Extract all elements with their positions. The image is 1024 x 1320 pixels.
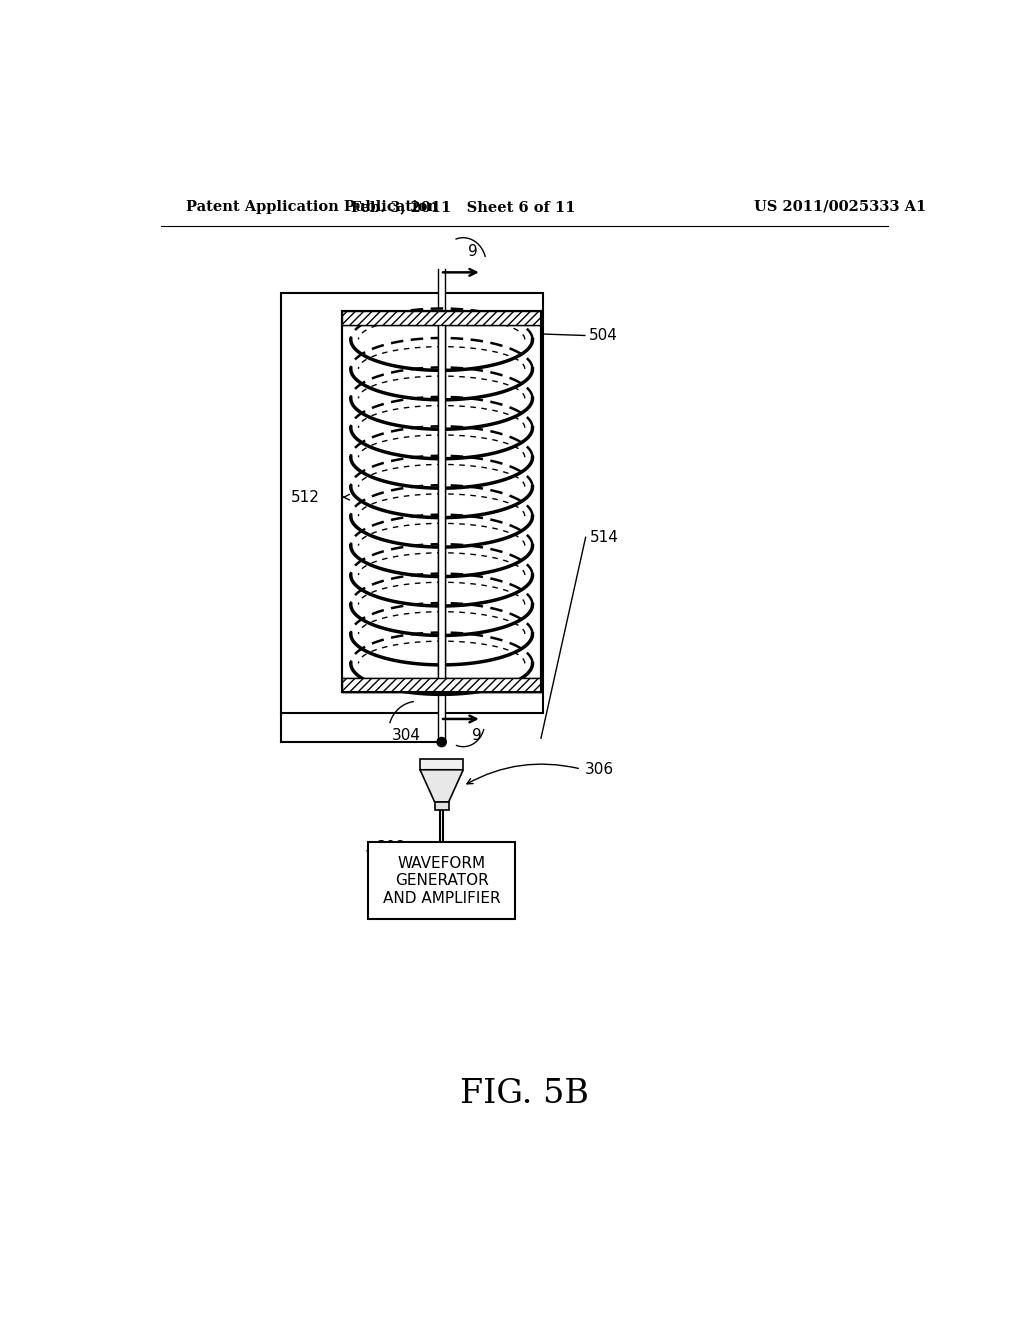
Text: 512: 512	[291, 490, 319, 504]
Text: 9: 9	[472, 729, 482, 743]
Text: 304: 304	[392, 729, 421, 743]
Bar	[342, 312, 541, 692]
Bar	[438, 321, 445, 682]
Bar	[369, 842, 515, 919]
Text: Feb. 3, 2011   Sheet 6 of 11: Feb. 3, 2011 Sheet 6 of 11	[351, 199, 575, 214]
Bar	[438, 678, 445, 742]
Bar	[342, 312, 541, 692]
Text: US 2011/0025333 A1: US 2011/0025333 A1	[755, 199, 927, 214]
Bar	[342, 678, 541, 692]
Text: 504: 504	[589, 327, 617, 343]
Bar	[435, 803, 449, 810]
Text: 308: 308	[377, 840, 406, 855]
Bar	[420, 759, 463, 770]
Text: Patent Application Publication: Patent Application Publication	[186, 199, 438, 214]
Text: 306: 306	[585, 762, 614, 776]
Text: 9: 9	[468, 243, 478, 259]
Bar	[438, 268, 445, 325]
Text: 514: 514	[590, 529, 618, 545]
Polygon shape	[420, 770, 463, 803]
Bar	[342, 312, 541, 325]
Text: FIG. 5B: FIG. 5B	[461, 1078, 589, 1110]
Bar	[342, 678, 541, 692]
Bar	[281, 293, 543, 713]
Text: WAVEFORM
GENERATOR
AND AMPLIFIER: WAVEFORM GENERATOR AND AMPLIFIER	[383, 855, 501, 906]
Bar	[438, 312, 445, 692]
Bar	[342, 312, 541, 325]
Circle shape	[437, 738, 446, 747]
